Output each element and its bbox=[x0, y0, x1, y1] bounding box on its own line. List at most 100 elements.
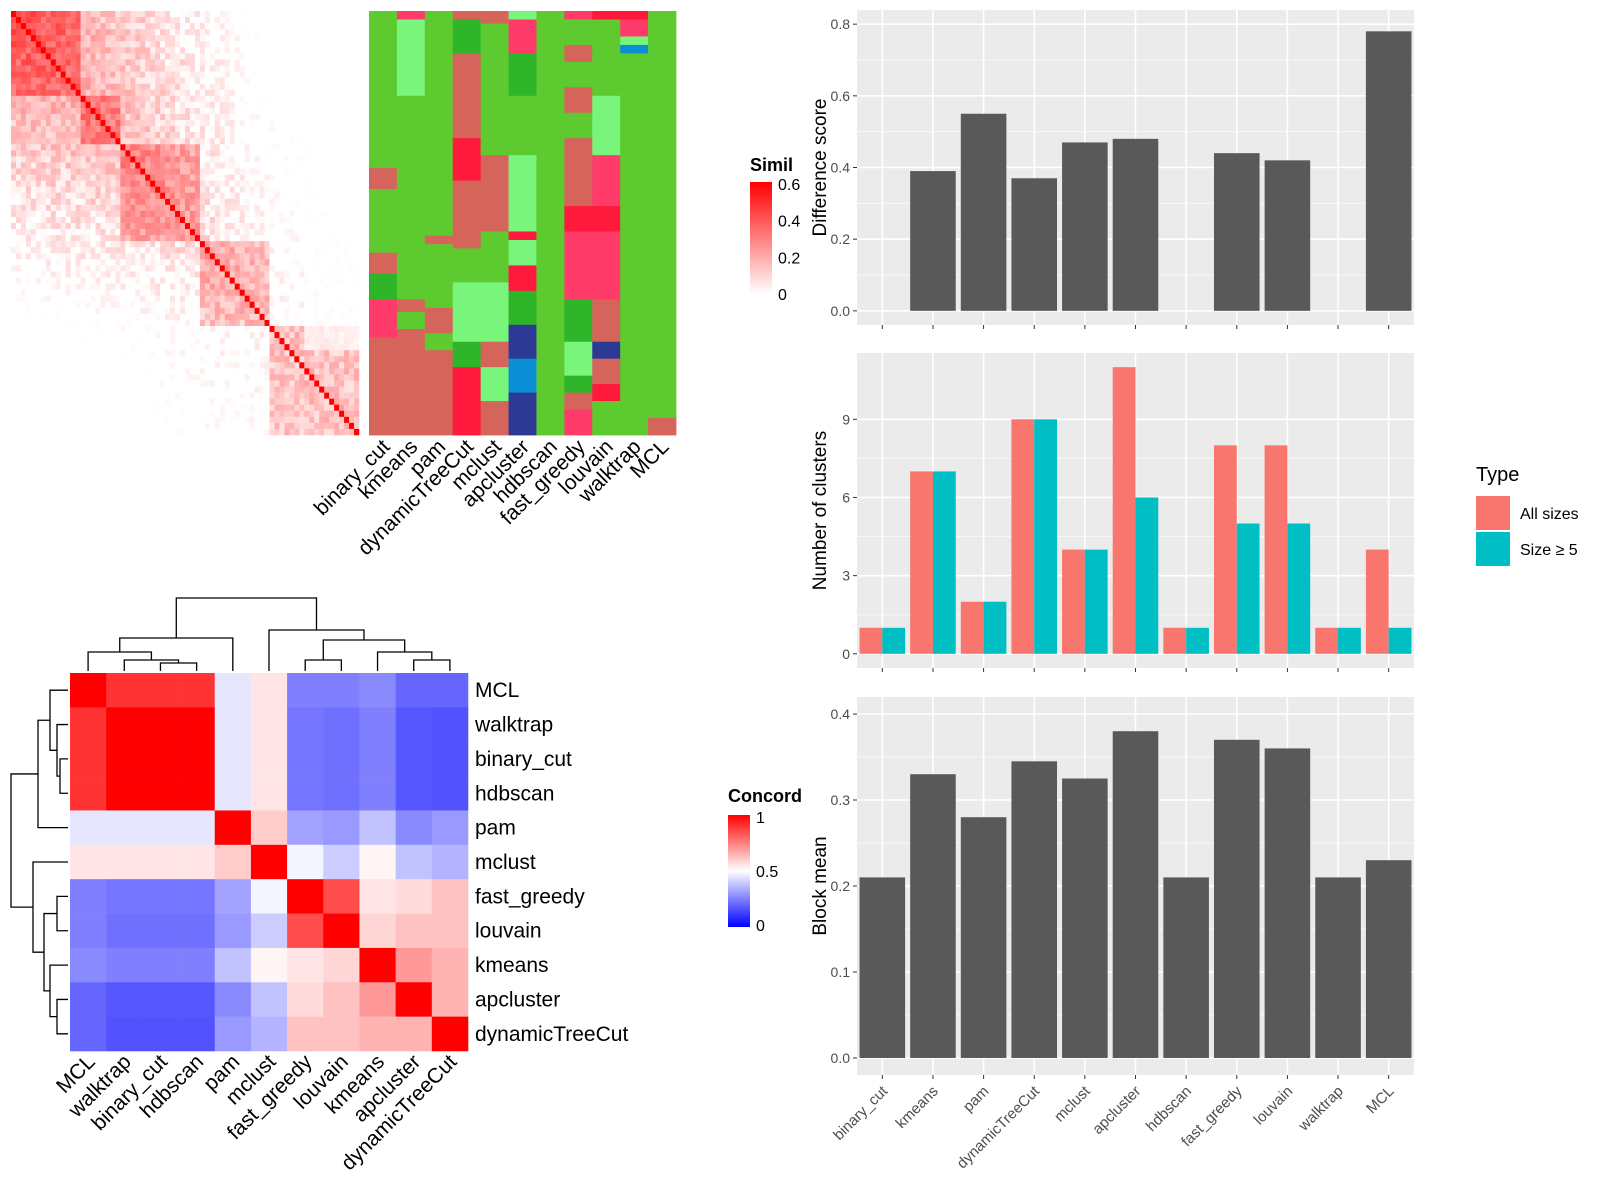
cluster-cell bbox=[648, 11, 677, 419]
similarity-cell bbox=[75, 59, 81, 66]
similarity-cell bbox=[319, 162, 325, 169]
similarity-cell bbox=[249, 138, 255, 145]
similarity-cell bbox=[115, 229, 121, 236]
similarity-cell bbox=[170, 313, 176, 321]
similarity-cell bbox=[249, 144, 255, 151]
similarity-cell bbox=[314, 398, 320, 406]
similarity-cell bbox=[140, 313, 146, 321]
similarity-cell bbox=[100, 174, 106, 181]
similarity-cell bbox=[269, 410, 275, 418]
similarity-cell bbox=[95, 192, 101, 200]
similarity-cell bbox=[150, 253, 156, 260]
similarity-cell bbox=[45, 95, 52, 103]
similarity-cell bbox=[150, 132, 156, 139]
similarity-cell bbox=[294, 89, 300, 97]
similarity-cell bbox=[244, 422, 250, 430]
similarity-cell bbox=[40, 235, 47, 242]
similarity-cell bbox=[85, 107, 91, 115]
similarity-cell bbox=[204, 428, 211, 436]
similarity-cell bbox=[199, 338, 206, 345]
similarity-cell bbox=[90, 138, 96, 145]
similarity-cell bbox=[70, 223, 76, 230]
similarity-cell bbox=[189, 180, 196, 187]
similarity-cell bbox=[145, 307, 151, 315]
similarity-cell bbox=[60, 41, 66, 48]
similarity-cell bbox=[269, 53, 275, 60]
similarity-cell bbox=[135, 344, 141, 351]
similarity-cell bbox=[35, 229, 42, 236]
cluster-cell bbox=[369, 252, 398, 275]
similarity-cell bbox=[180, 392, 186, 399]
similarity-cell bbox=[274, 138, 280, 145]
similarity-cell bbox=[95, 271, 101, 278]
similarity-cell bbox=[214, 47, 221, 54]
similarity-cell bbox=[284, 380, 290, 387]
similarity-cell bbox=[229, 313, 236, 321]
similarity-cell bbox=[155, 253, 161, 260]
similarity-cell bbox=[105, 368, 111, 375]
similarity-cell bbox=[160, 95, 166, 103]
similarity-cell bbox=[299, 368, 305, 375]
similarity-cell bbox=[55, 150, 62, 157]
similarity-cell bbox=[274, 283, 280, 290]
similarity-cell bbox=[269, 144, 275, 151]
similarity-cell bbox=[105, 295, 111, 303]
similarity-cell bbox=[105, 186, 111, 194]
similarity-cell bbox=[309, 362, 315, 369]
similarity-cell bbox=[120, 277, 126, 284]
similarity-cell bbox=[199, 83, 206, 91]
similarity-cell bbox=[175, 120, 181, 127]
similarity-cell bbox=[314, 89, 320, 97]
similarity-cell bbox=[60, 101, 66, 109]
similarity-cell bbox=[214, 356, 221, 363]
similarity-cell bbox=[349, 392, 355, 399]
similarity-cell bbox=[11, 416, 17, 424]
similarity-cell bbox=[224, 53, 231, 60]
similarity-cell bbox=[155, 271, 161, 278]
similarity-cell bbox=[105, 41, 111, 48]
similarity-cell bbox=[309, 350, 315, 357]
similarity-cell bbox=[199, 11, 206, 18]
similarity-cell bbox=[244, 89, 250, 97]
similarity-cell bbox=[75, 410, 81, 418]
similarity-cell bbox=[80, 168, 86, 175]
similarity-cell bbox=[115, 47, 121, 54]
similarity-cell bbox=[175, 229, 181, 236]
similarity-cell bbox=[194, 29, 201, 36]
similarity-cell bbox=[25, 53, 32, 60]
similarity-cell bbox=[70, 410, 76, 418]
similarity-cell bbox=[314, 59, 320, 66]
similarity-cell bbox=[45, 168, 52, 175]
similarity-cell bbox=[165, 23, 171, 30]
similarity-cell bbox=[75, 404, 81, 412]
similarity-cell bbox=[314, 319, 320, 327]
similarity-cell bbox=[115, 23, 121, 30]
similarity-cell bbox=[204, 144, 211, 151]
similarity-cell bbox=[189, 174, 196, 181]
similarity-cell bbox=[55, 301, 62, 309]
similarity-cell bbox=[95, 350, 101, 357]
similarity-cell bbox=[140, 386, 146, 393]
similarity-cell bbox=[50, 132, 57, 139]
similarity-cell bbox=[234, 89, 240, 97]
similarity-cell bbox=[189, 338, 196, 345]
similarity-cell bbox=[165, 47, 171, 54]
similarity-cell bbox=[135, 247, 141, 254]
similarity-cell bbox=[110, 138, 116, 145]
similarity-cell bbox=[234, 247, 240, 254]
similarity-cell bbox=[214, 53, 221, 60]
similarity-cell bbox=[140, 95, 146, 103]
similarity-cell bbox=[299, 95, 305, 103]
similarity-cell bbox=[120, 162, 126, 169]
similarity-cell bbox=[199, 229, 206, 236]
similarity-cell bbox=[150, 83, 156, 91]
similarity-cell bbox=[254, 338, 260, 345]
similarity-cell bbox=[299, 156, 305, 163]
similarity-cell bbox=[11, 41, 17, 48]
similarity-cell bbox=[259, 107, 265, 115]
similarity-cell bbox=[329, 204, 335, 212]
similarity-cell bbox=[15, 313, 22, 321]
similarity-cell bbox=[329, 223, 335, 230]
similarity-cell bbox=[150, 235, 156, 242]
similarity-cell bbox=[214, 295, 221, 303]
